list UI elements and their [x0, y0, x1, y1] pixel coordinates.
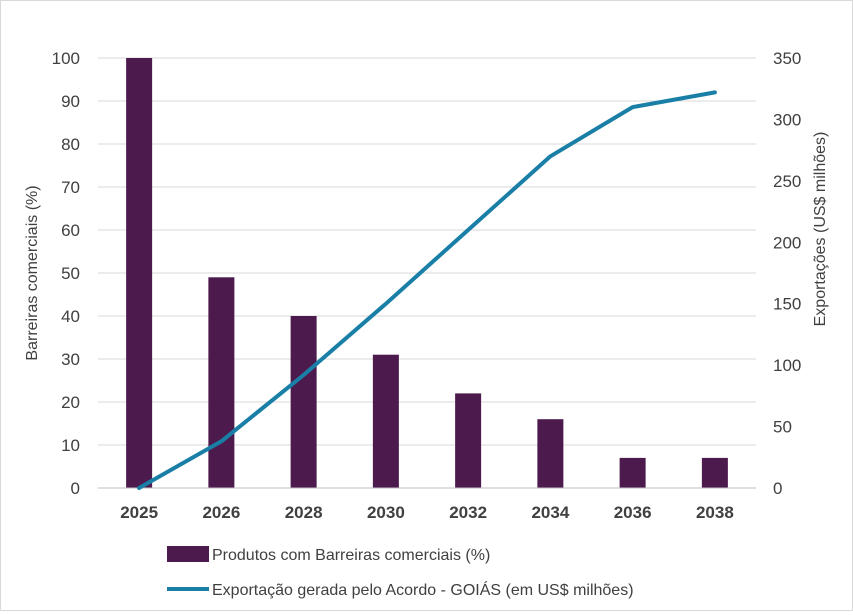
- x-tick-label: 2034: [531, 503, 569, 522]
- right-tick-label: 200: [773, 233, 801, 252]
- right-tick-label: 0: [773, 479, 782, 498]
- left-tick-label: 60: [61, 221, 80, 240]
- gridlines: [98, 57, 756, 446]
- bar-2030: [372, 354, 399, 488]
- x-tick-label: 2026: [202, 503, 240, 522]
- left-tick-label: 40: [61, 307, 80, 326]
- line-series: [137, 90, 717, 490]
- bar-2038: [701, 457, 728, 488]
- left-tick-label: 10: [61, 436, 80, 455]
- bar-2032: [455, 393, 482, 488]
- left-tick-label: 0: [71, 479, 80, 498]
- right-tick-label: 350: [773, 49, 801, 68]
- left-tick-label: 80: [61, 135, 80, 154]
- right-axis-title: Exportações (US$ milhões): [812, 132, 829, 327]
- right-tick-label: 300: [773, 110, 801, 129]
- left-tick-label: 70: [61, 178, 80, 197]
- right-tick-label: 250: [773, 172, 801, 191]
- x-tick-label: 2025: [120, 503, 158, 522]
- legend-line-label: Exportação gerada pelo Acordo - GOIÁS (e…: [212, 580, 634, 599]
- left-tick-label: 20: [61, 393, 80, 412]
- right-tick-label: 50: [773, 418, 792, 437]
- legend-bar-swatch: [167, 546, 209, 562]
- bar-2026: [208, 277, 235, 488]
- right-axis-ticks: 0 50 100 150 200 250 300 350: [773, 49, 801, 498]
- export-line: [137, 90, 717, 490]
- x-axis-ticks: 2025 2026 2028 2030 2032 2034 2036 2038: [120, 503, 734, 522]
- left-axis-title: Barreiras comerciais (%): [24, 185, 41, 360]
- legend: Produtos com Barreiras comerciais (%) Ex…: [167, 546, 634, 599]
- right-tick-label: 100: [773, 356, 801, 375]
- left-tick-label: 100: [52, 49, 80, 68]
- bar-2025: [126, 58, 153, 488]
- x-tick-label: 2030: [367, 503, 405, 522]
- x-tick-label: 2028: [285, 503, 323, 522]
- x-tick-label: 2038: [696, 503, 734, 522]
- bar-2036: [619, 457, 646, 488]
- bar-2028: [290, 316, 317, 488]
- left-tick-label: 90: [61, 92, 80, 111]
- bar-series: [126, 58, 728, 488]
- right-tick-label: 150: [773, 295, 801, 314]
- x-tick-label: 2032: [449, 503, 487, 522]
- legend-bar-label: Produtos com Barreiras comerciais (%): [212, 547, 490, 564]
- left-axis-ticks: 0 10 20 30 40 50 60 70 80 90 100: [52, 49, 80, 498]
- bar-2034: [537, 419, 564, 488]
- left-tick-label: 30: [61, 350, 80, 369]
- left-tick-label: 50: [61, 264, 80, 283]
- x-tick-label: 2036: [614, 503, 652, 522]
